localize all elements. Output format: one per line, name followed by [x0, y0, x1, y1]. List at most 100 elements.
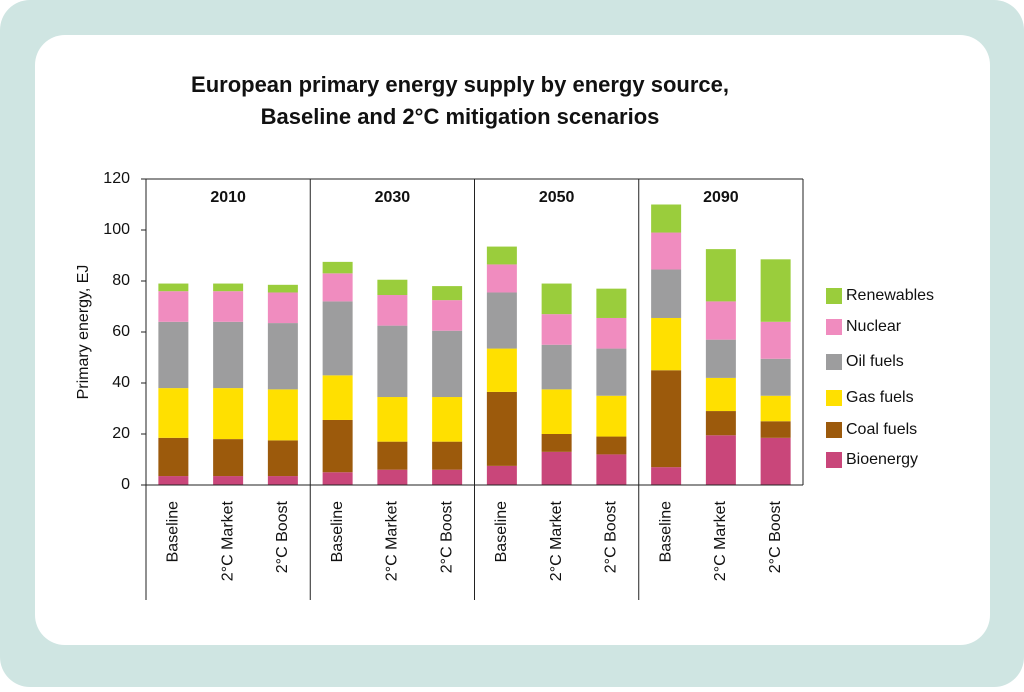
bar-segment [651, 317, 682, 371]
bar-segment [377, 397, 408, 442]
bar-segment [432, 441, 463, 470]
bar-segment [432, 286, 463, 301]
bar-segment [705, 411, 736, 436]
bar-segment [213, 476, 244, 485]
group-label: 2010 [210, 189, 246, 206]
x-tick-label: 2°C Boost [274, 500, 291, 573]
legend-label: Oil fuels [846, 353, 904, 370]
bar-segment [322, 472, 353, 485]
bar-segment [760, 395, 791, 422]
bar-segment [267, 292, 298, 324]
x-tick-label: Baseline [329, 501, 346, 562]
legend-label: Coal fuels [846, 421, 917, 438]
bar-segment [432, 330, 463, 398]
bar-segment [651, 467, 682, 485]
x-tick-label: 2°C Market [548, 500, 565, 581]
legend-swatch [826, 422, 842, 438]
bar-segment [377, 441, 408, 470]
y-tick-label: 100 [103, 221, 130, 238]
y-tick-label: 40 [112, 374, 130, 391]
bar-segment [541, 434, 572, 452]
legend-swatch [826, 452, 842, 468]
bar-segment [267, 323, 298, 390]
x-tick-label: 2°C Market [384, 500, 401, 581]
bar-segment [760, 321, 791, 359]
bar-segment [705, 301, 736, 340]
x-tick-label: Baseline [165, 501, 182, 562]
bar-segment [377, 279, 408, 296]
bar-segment [322, 301, 353, 376]
bar-segment [596, 317, 627, 349]
bar-segment [377, 325, 408, 398]
x-tick-label: Baseline [493, 501, 510, 562]
bar-segment [322, 375, 353, 420]
legend-label: Gas fuels [846, 389, 914, 406]
bar-segment [158, 291, 189, 322]
bar-segment [377, 469, 408, 485]
bar-segment [596, 454, 627, 485]
y-tick-label: 0 [121, 476, 130, 493]
bar-segment [651, 269, 682, 318]
bar-segment [541, 283, 572, 315]
x-tick-label: Baseline [657, 501, 674, 562]
bar-segment [158, 388, 189, 438]
bar-segment [158, 321, 189, 389]
bar-segment [596, 395, 627, 437]
x-tick-label: 2°C Boost [603, 500, 620, 573]
bar-segment [760, 437, 791, 485]
bar-segment [705, 435, 736, 485]
x-tick-label: 2°C Market [219, 500, 236, 581]
bar-segment [213, 321, 244, 389]
chart-title: Baseline and 2°C mitigation scenarios [261, 104, 660, 129]
bar-segment [322, 273, 353, 302]
legend-label: Nuclear [846, 318, 902, 335]
bar-segment [760, 421, 791, 438]
bar-segment [596, 436, 627, 455]
bar-segment [158, 283, 189, 292]
bar-segment [432, 469, 463, 485]
bar-segment [541, 389, 572, 434]
bar-segment [213, 291, 244, 322]
bar-segment [213, 388, 244, 440]
y-axis-label: Primary energy, EJ [75, 265, 92, 400]
bar-segment [267, 284, 298, 293]
group-label: 2030 [375, 189, 411, 206]
x-tick-label: 2°C Market [712, 500, 729, 581]
bar-segment [377, 295, 408, 326]
legend-label: Bioenergy [846, 451, 918, 468]
bar-segment [651, 370, 682, 468]
bar-segment [705, 339, 736, 378]
x-tick-label: 2°C Boost [767, 500, 784, 573]
bar-segment [322, 419, 353, 473]
bar-segment [486, 348, 517, 392]
bar-segment [705, 249, 736, 302]
bar-segment [705, 377, 736, 412]
bar-segment [213, 283, 244, 292]
bar-segment [486, 292, 517, 349]
y-tick-label: 80 [112, 272, 130, 289]
bar-segment [760, 358, 791, 396]
bar-segment [486, 246, 517, 265]
bar-segment [596, 288, 627, 318]
bar-segment [158, 476, 189, 485]
bar-segment [432, 397, 463, 442]
x-tick-label: 2°C Boost [438, 500, 455, 573]
bar-segment [486, 465, 517, 485]
chart-title: European primary energy supply by energy… [191, 72, 729, 97]
bar-segment [651, 204, 682, 233]
legend-swatch [826, 390, 842, 406]
legend-swatch [826, 288, 842, 304]
bar-segment [541, 344, 572, 390]
group-label: 2050 [539, 189, 575, 206]
bar-segment [651, 232, 682, 270]
y-tick-label: 60 [112, 323, 130, 340]
group-label: 2090 [703, 189, 739, 206]
bar-segment [322, 261, 353, 274]
bar-segment [267, 440, 298, 477]
legend-swatch [826, 354, 842, 370]
bar-segment [267, 389, 298, 441]
bar-segment [541, 314, 572, 345]
bar-segment [486, 264, 517, 293]
y-tick-label: 20 [112, 425, 130, 442]
